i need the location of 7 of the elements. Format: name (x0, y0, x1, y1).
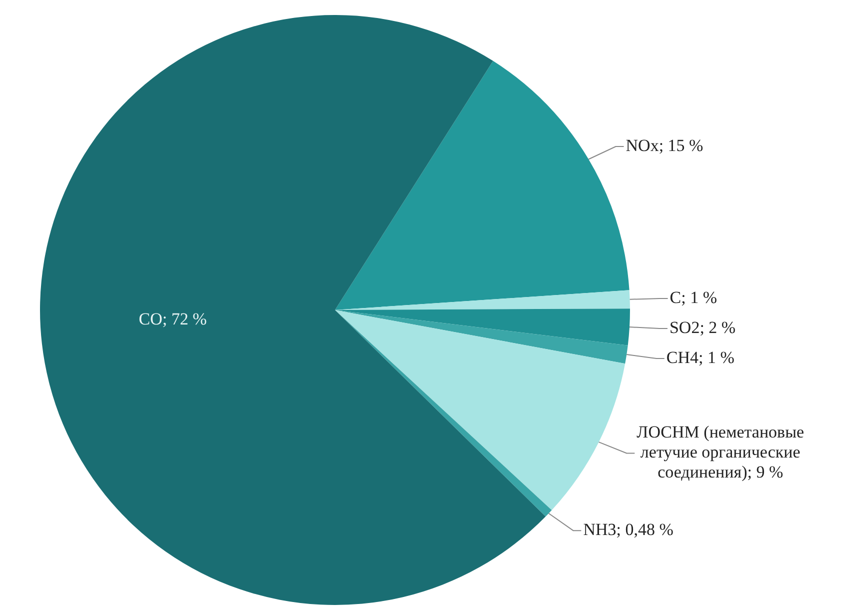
slice-label: CH4; 1 % (666, 348, 734, 367)
slice-label: NOx; 15 % (626, 136, 704, 155)
slice-label: NH3; 0,48 % (583, 520, 674, 540)
slice-label: ЛОСНМ (неметановые летучие органические соединения); 9 % (636, 422, 804, 482)
slice-label: SO2; 2 % (669, 318, 736, 337)
slice-label: C; 1 % (670, 288, 718, 307)
slice-label: CO; 72 % (138, 309, 207, 328)
